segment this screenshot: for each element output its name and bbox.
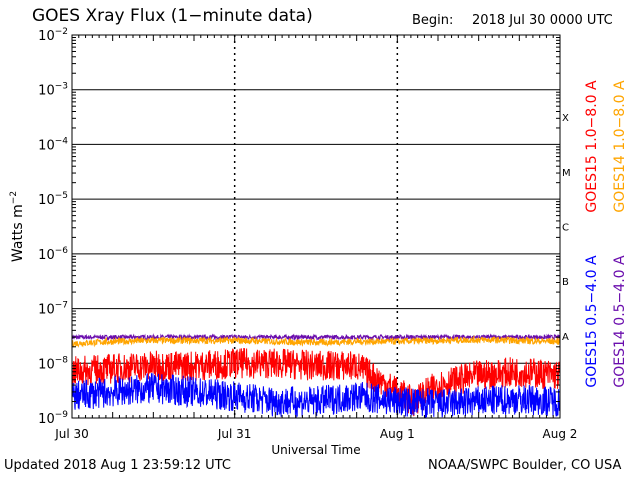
legend-layer: GOES15 1.0−8.0 A GOES14 1.0−8.0 A GOES15 0… — [584, 80, 628, 388]
data-source: NOAA/SWPC Boulder, CO USA — [428, 458, 622, 473]
y-tick-label: 10−5 — [38, 191, 68, 208]
y-tick-exponent: −7 — [55, 301, 68, 311]
y-tick-exponent: −5 — [55, 191, 68, 201]
y-tick-label: 10−6 — [38, 246, 68, 263]
ticks-layer — [71, 35, 561, 418]
y-tick-label: 10−9 — [38, 410, 68, 427]
y-axis-title: Watts m−2 — [9, 191, 26, 262]
y-tick-exponent: −2 — [55, 27, 68, 37]
legend-entry: GOES14 0.5−4.0 A — [612, 255, 628, 388]
y-axis-title-text: Watts m — [10, 204, 26, 262]
flare-class-label: X — [562, 113, 569, 124]
flare-class-label: C — [562, 223, 569, 234]
y-tick-base: 10 — [38, 303, 55, 318]
y-tick-exponent: −9 — [55, 410, 69, 420]
y-tick-base: 10 — [38, 29, 55, 44]
y-tick-label: 10−3 — [38, 82, 68, 99]
y-tick-label: 10−7 — [38, 301, 68, 318]
y-tick-label: 10−4 — [38, 136, 68, 153]
flare-class-label: A — [562, 332, 569, 343]
y-axis-title-exponent: −2 — [9, 191, 19, 204]
y-tick-base: 10 — [38, 248, 55, 263]
y-tick-exponent: −3 — [55, 82, 68, 92]
series-line — [71, 334, 561, 348]
y-tick-base: 10 — [38, 138, 55, 153]
y-tick-exponent: −6 — [55, 246, 69, 256]
flare-class-label: M — [562, 168, 571, 179]
y-tick-base: 10 — [38, 412, 55, 427]
y-tick-base: 10 — [38, 357, 55, 372]
legend-entry: GOES15 0.5−4.0 A — [584, 255, 600, 388]
x-tick-label: Jul 30 — [54, 427, 89, 441]
x-tick-label: Jul 31 — [217, 427, 252, 441]
x-axis-title: Universal Time — [271, 443, 360, 457]
y-tick-label: 10−8 — [38, 355, 68, 372]
chart-title: GOES Xray Flux (1−minute data) — [32, 6, 313, 26]
y-tick-base: 10 — [38, 193, 55, 208]
series-line — [71, 347, 561, 417]
legend-entry: GOES15 1.0−8.0 A — [584, 80, 600, 213]
y-tick-label: 10−2 — [38, 27, 68, 44]
y-tick-exponent: −4 — [55, 136, 69, 146]
legend-entry: GOES14 1.0−8.0 A — [612, 80, 628, 213]
y-tick-exponent: −8 — [55, 355, 69, 365]
x-tick-label: Aug 2 — [543, 427, 578, 441]
begin-label: Begin: — [412, 13, 454, 28]
y-tick-base: 10 — [38, 84, 55, 99]
series-line — [71, 373, 561, 418]
flare-class-label: B — [562, 277, 569, 288]
x-tick-label: Aug 1 — [380, 427, 415, 441]
begin-timestamp: 2018 Jul 30 0000 UTC — [472, 13, 613, 28]
series-layer — [71, 333, 561, 418]
updated-timestamp: Updated 2018 Aug 1 23:59:12 UTC — [4, 458, 231, 473]
